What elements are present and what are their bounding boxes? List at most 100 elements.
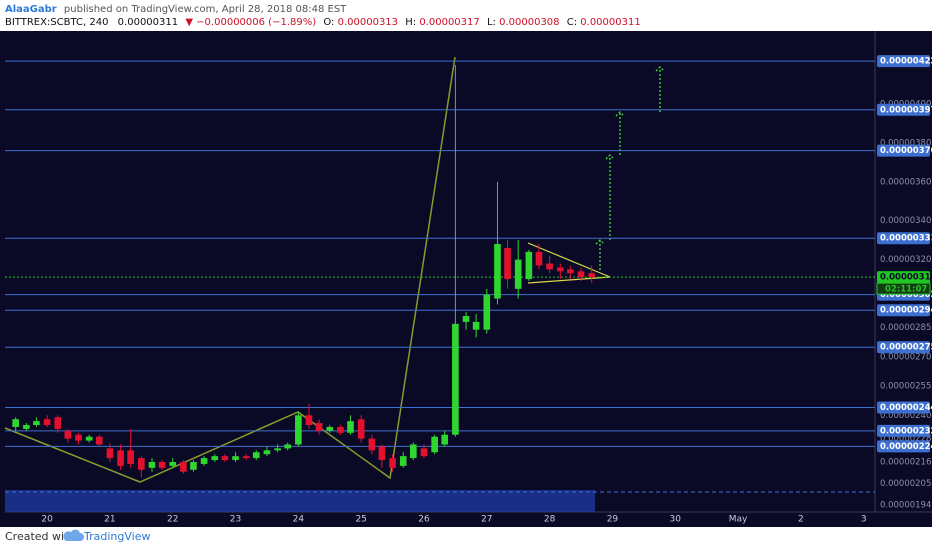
x-tick-label: 28 xyxy=(544,515,556,525)
candle-body xyxy=(263,450,271,455)
price-line-box xyxy=(877,55,930,68)
open-label: O: xyxy=(323,17,334,28)
last-price-box xyxy=(877,271,930,284)
candle-body xyxy=(452,323,459,435)
candle-body xyxy=(556,267,564,272)
candle-body xyxy=(326,426,334,431)
y-tick-label: 0.00000228 xyxy=(880,434,931,444)
candle-body xyxy=(242,456,250,459)
y-tick-label: 0.00000285 xyxy=(880,323,931,333)
candle-body xyxy=(462,316,470,322)
candle-body xyxy=(389,458,396,468)
candle-body xyxy=(43,419,51,426)
price-line-label: 0.00000302 xyxy=(880,290,932,300)
candle-body xyxy=(337,426,344,433)
low-label: L: xyxy=(487,17,496,28)
candle-body xyxy=(514,259,522,289)
candle-body xyxy=(33,421,40,426)
price-line-box xyxy=(877,424,930,437)
change: ▼ −0.00000006 (−1.89%) xyxy=(185,17,316,28)
price-line-box xyxy=(877,401,930,414)
candle-body xyxy=(12,419,19,427)
close-label: C: xyxy=(567,17,577,28)
price-line-label: 0.00000275 xyxy=(880,343,932,353)
price-line-label: 0.00000244 xyxy=(880,403,932,413)
candle-body xyxy=(368,438,376,451)
created-with: Created with xyxy=(5,530,75,543)
published: published on TradingView.com, April 28, … xyxy=(64,4,347,15)
y-tick-label: 0.00000320 xyxy=(880,255,931,265)
footer: Created with TradingView xyxy=(5,529,150,543)
projection-arrows xyxy=(595,66,665,270)
price-line-box xyxy=(877,232,930,245)
price-line-label: 0.00000232 xyxy=(880,426,932,436)
candle-body xyxy=(221,456,229,461)
candle-body xyxy=(409,444,417,459)
x-tick-label: 22 xyxy=(167,515,178,525)
high-label: H: xyxy=(405,17,416,28)
candle-body xyxy=(75,434,82,441)
x-tick-label: 3 xyxy=(861,515,867,525)
candle-body xyxy=(357,419,365,439)
last-price-label: 0.00000311 xyxy=(880,273,932,283)
x-tick-label: 20 xyxy=(41,515,53,525)
candle-body xyxy=(148,461,156,468)
candle-body xyxy=(232,456,239,461)
y-tick-label: 0.00000360 xyxy=(880,177,931,187)
candle-body xyxy=(431,436,438,453)
candle-body xyxy=(169,461,177,466)
price-line-box xyxy=(877,341,930,354)
price-line-label: 0.00000294 xyxy=(880,306,932,316)
header-line-1: AlaaGabr published on TradingView.com, A… xyxy=(5,4,347,15)
candle-body xyxy=(64,430,72,439)
x-tick-label: 25 xyxy=(355,515,366,525)
y-tick-label: 0.00000380 xyxy=(880,138,931,148)
candle-body xyxy=(252,452,260,459)
author: AlaaGabr xyxy=(5,4,57,15)
candle-body xyxy=(95,436,103,445)
x-tick-label: 26 xyxy=(418,515,430,525)
chart-background xyxy=(0,31,932,527)
candle-body xyxy=(85,436,93,441)
y-tick-label: 0.00000205 xyxy=(880,479,931,489)
candle-body xyxy=(483,294,491,330)
arrow-head xyxy=(605,154,615,160)
candle-body xyxy=(295,415,302,445)
price-line-box xyxy=(877,440,930,453)
arrow-head xyxy=(595,239,605,245)
x-tick-label: 23 xyxy=(230,515,241,525)
candle-body xyxy=(535,251,543,266)
candle-body xyxy=(315,423,323,431)
brand: TradingView xyxy=(83,530,150,543)
candle-body xyxy=(127,450,134,464)
y-tick-label: 0.00000216 xyxy=(880,457,931,467)
candle-body xyxy=(54,417,62,429)
candle-body xyxy=(211,456,219,461)
candle-body xyxy=(504,247,511,280)
candle-body xyxy=(23,425,30,429)
volume-area xyxy=(5,490,595,512)
x-tick-label: 2 xyxy=(798,515,804,525)
candle-body xyxy=(588,273,596,278)
price: 0.00000311 xyxy=(118,17,178,28)
price-line-box xyxy=(877,144,930,157)
close: 0.00000311 xyxy=(580,17,640,28)
x-tick-label: 24 xyxy=(293,515,305,525)
price-line-label: 0.00000224 xyxy=(880,442,932,452)
x-tick-label: 30 xyxy=(670,515,682,525)
candle-body xyxy=(158,461,166,468)
candle-body xyxy=(106,448,114,459)
candle-body xyxy=(420,448,428,457)
candle-body xyxy=(274,448,281,451)
price-line-box xyxy=(877,304,930,317)
x-tick-label: 29 xyxy=(607,515,619,525)
y-tick-label: 0.00000240 xyxy=(880,411,931,421)
logo xyxy=(63,529,84,541)
symbol: BITTREX:SCBTC, 240 xyxy=(5,17,108,28)
price-line-label: 0.00000397 xyxy=(880,105,932,115)
arrow-head xyxy=(655,66,665,72)
high: 0.00000317 xyxy=(419,17,479,28)
x-tick-label: 27 xyxy=(481,515,492,525)
